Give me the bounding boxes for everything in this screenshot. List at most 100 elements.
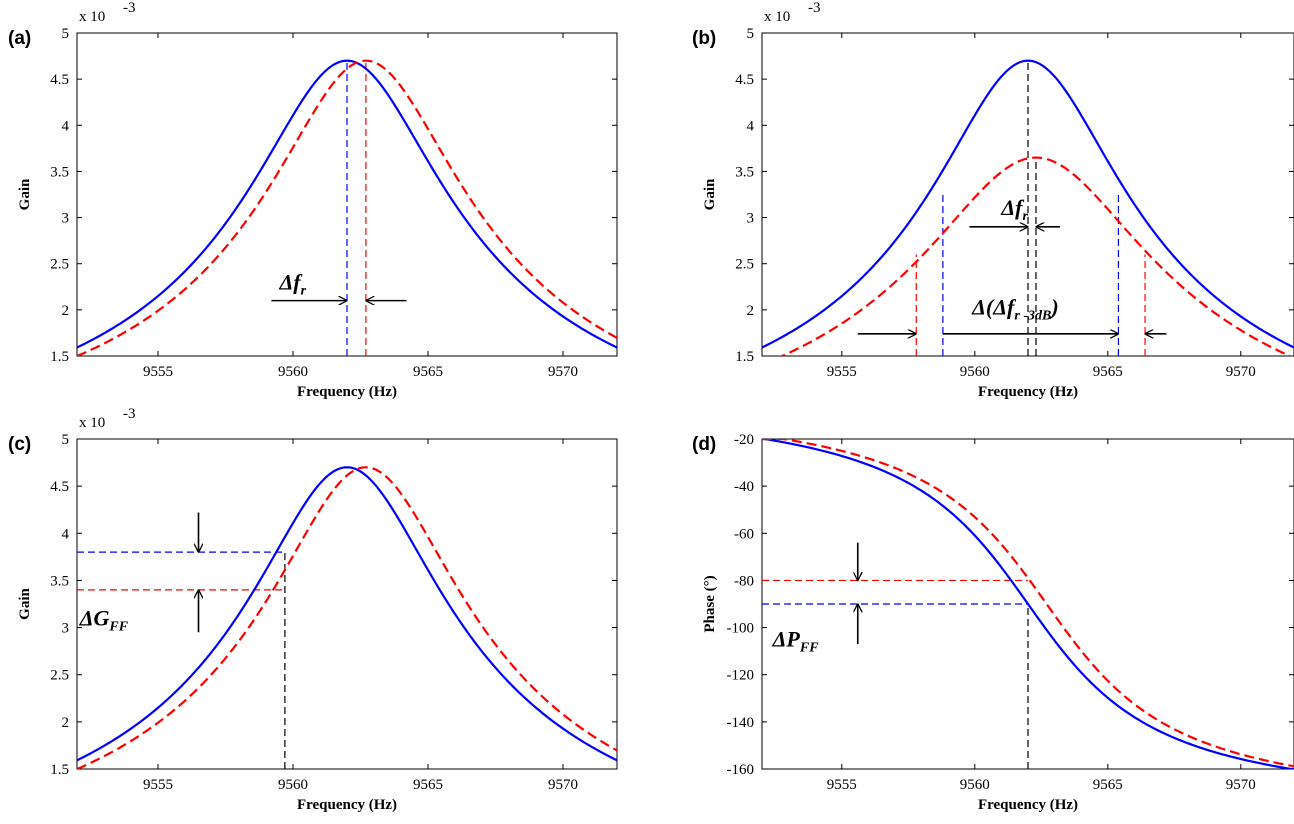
y-tick-label: -40 [734, 479, 754, 495]
plot-area [77, 466, 617, 769]
chart-panel-4: (d) -160 -140 -120 -100 -80 -60 -40 -20 9555 9560 9… [692, 432, 1294, 813]
annotation-main: Δf [1000, 195, 1025, 220]
y-tick-label: 3 [62, 621, 70, 637]
series-line-2 [762, 439, 1294, 768]
x-tick-label: 9565 [413, 777, 443, 793]
panel-label: (b) [692, 28, 716, 49]
x-axis-label: Frequency (Hz) [297, 797, 397, 813]
y-tick-label: -100 [727, 621, 755, 637]
y-tick-label: 5 [747, 26, 755, 42]
x-axis-label: Frequency (Hz) [978, 384, 1078, 400]
series-line-1 [77, 59, 617, 349]
y-tick-label: 2.5 [50, 668, 69, 684]
plot-area [762, 59, 1294, 356]
y-tick-label: 4 [62, 118, 70, 134]
y-tick-label: 4 [62, 526, 70, 542]
x-tick-label: 9555 [827, 364, 857, 380]
y-tick-label: 3 [747, 211, 755, 227]
panel-label: (d) [692, 434, 716, 455]
y-axis-label: Gain [17, 588, 33, 620]
y-tick-label: 1.5 [50, 349, 69, 365]
x-tick-label: 9565 [1093, 364, 1123, 380]
y-axis-label: Gain [17, 178, 33, 210]
series-line-1 [762, 439, 1294, 769]
annotation-subscript: r -3dB [1014, 308, 1051, 323]
y-tick-label: 4.5 [50, 72, 69, 88]
y-tick-label: 2 [62, 303, 70, 319]
y-tick-label: -160 [727, 762, 755, 778]
x-tick-label: 9565 [413, 364, 443, 380]
y-multiplier-exponent: -3 [123, 406, 136, 422]
panel-label: (a) [8, 28, 31, 49]
annotation-subscript: r [1023, 209, 1029, 224]
x-tick-label: 9555 [143, 777, 173, 793]
y-tick-label: 3.5 [50, 164, 69, 180]
x-tick-label: 9570 [548, 364, 578, 380]
y-tick-label: 5 [62, 26, 70, 42]
y-tick-label: -60 [734, 526, 754, 542]
axes-box [76, 438, 618, 770]
annotation-label: ΔPFF [772, 626, 820, 655]
y-tick-label: 2 [62, 715, 70, 731]
y-tick-label: -80 [734, 573, 754, 589]
series-line-2 [77, 466, 617, 769]
annotation-label: ΔGFF [79, 606, 129, 635]
series-line-2 [779, 156, 1293, 356]
y-tick-label: 2 [747, 303, 755, 319]
chart-panel-2: (b) 1.5 2 2.5 3 3.5 4 4.5 5 9555 9560 9565 9570 x 10 -… [692, 0, 1294, 400]
x-tick-label: 9560 [960, 364, 990, 380]
y-tick-label: -140 [727, 715, 755, 731]
y-tick-label: 4.5 [735, 72, 754, 88]
y-tick-label: -20 [734, 432, 754, 448]
annotation-main: Δf [279, 270, 304, 295]
x-tick-label: 9555 [143, 364, 173, 380]
annotation-subscript: FF [108, 620, 128, 635]
chart-panel-1: (a) 1.5 2 2.5 3 3.5 4 4.5 5 9555 9560 9565 9570 x 10 -… [8, 0, 618, 400]
annotation-main: ΔG [79, 606, 110, 631]
plot-area [77, 59, 617, 356]
annotation-main: Δ(Δf [971, 294, 1017, 319]
annotation-label: Δfr [1000, 195, 1028, 224]
x-tick-label: 9560 [278, 777, 308, 793]
y-multiplier: x 10 [79, 9, 105, 25]
chart-panel-3: (c) 1.5 2 2.5 3 3.5 4 4.5 5 9555 9560 9565 9570 x 10 -… [8, 406, 618, 813]
series-line-2 [77, 59, 617, 356]
y-multiplier-exponent: -3 [808, 0, 821, 16]
x-tick-label: 9570 [548, 777, 578, 793]
x-tick-label: 9560 [960, 777, 990, 793]
x-axis-label: Frequency (Hz) [978, 797, 1078, 813]
y-axis-label: Phase (°) [702, 575, 718, 632]
annotation-label: Δfr [279, 270, 307, 299]
y-tick-label: 4.5 [50, 479, 69, 495]
x-tick-label: 9555 [827, 777, 857, 793]
annotation-subscript: r [301, 284, 307, 299]
series-line-1 [77, 466, 617, 762]
x-tick-label: 9570 [1226, 777, 1256, 793]
annotation-close: ) [1049, 294, 1058, 319]
plot-area [762, 439, 1294, 769]
annotation-label: Δ(Δfr -3dB) [971, 294, 1059, 323]
x-tick-label: 9570 [1226, 364, 1256, 380]
y-tick-label: 3 [62, 211, 70, 227]
y-tick-label: -120 [727, 668, 755, 684]
y-tick-label: 1.5 [735, 349, 754, 365]
y-tick-label: 3.5 [50, 573, 69, 589]
y-tick-label: 2.5 [735, 257, 754, 273]
x-tick-label: 9565 [1093, 777, 1123, 793]
y-tick-label: 5 [62, 432, 70, 448]
annotation-main: ΔP [772, 626, 801, 651]
y-multiplier: x 10 [764, 9, 790, 25]
annotation-subscript: FF [799, 640, 819, 655]
y-multiplier: x 10 [79, 415, 105, 431]
y-multiplier-exponent: -3 [123, 0, 136, 16]
series-line-1 [762, 59, 1294, 349]
y-tick-label: 3.5 [735, 164, 754, 180]
x-tick-label: 9560 [278, 364, 308, 380]
y-tick-label: 4 [747, 118, 755, 134]
y-tick-label: 1.5 [50, 762, 69, 778]
y-tick-label: 2.5 [50, 257, 69, 273]
y-axis-label: Gain [702, 178, 718, 210]
x-axis-label: Frequency (Hz) [297, 384, 397, 400]
panel-label: (c) [8, 434, 31, 455]
